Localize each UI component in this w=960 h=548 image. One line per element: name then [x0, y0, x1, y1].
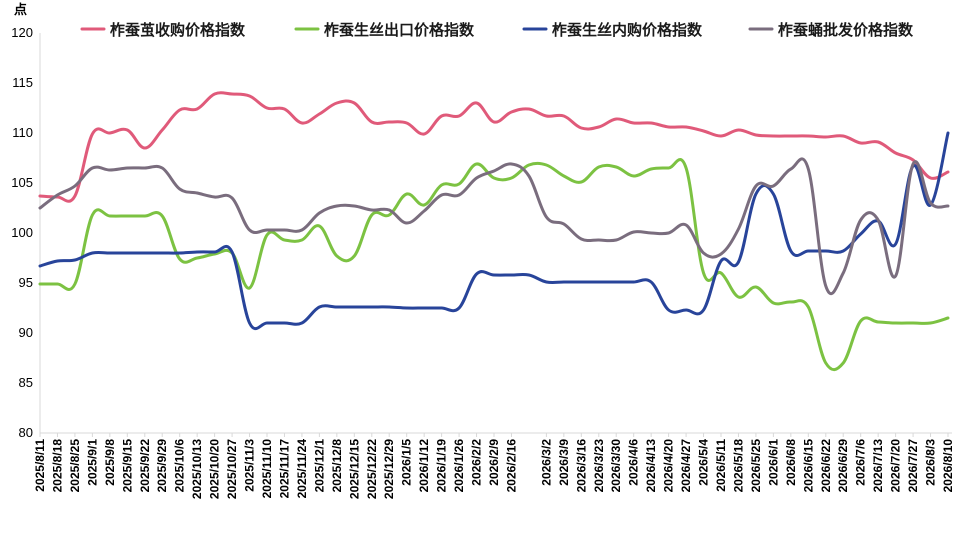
x-tick-label: 2026/1/12 — [417, 439, 431, 493]
x-tick-label: 2026/4/13 — [644, 439, 658, 493]
x-tick-label: 2026/1/19 — [435, 439, 449, 493]
x-tick-label: 2025/10/20 — [208, 439, 222, 499]
y-tick-label: 120 — [11, 25, 33, 40]
x-tick-label: 2026/5/25 — [749, 439, 763, 493]
x-tick-label: 2026/8/3 — [924, 439, 938, 486]
series-lines — [38, 91, 950, 372]
x-tick-label: 2026/2/9 — [487, 439, 501, 486]
x-tick-label: 2026/3/30 — [609, 439, 623, 493]
x-tick-label: 2025/11/17 — [277, 439, 291, 499]
x-tick-label: 2025/9/8 — [103, 439, 117, 486]
x-tick-label: 2026/5/4 — [697, 439, 711, 486]
x-tick-label: 2026/3/23 — [592, 439, 606, 493]
legend-label: 柞蚕生丝内购价格指数 — [552, 21, 703, 39]
x-tick-label: 2026/8/10 — [941, 439, 955, 493]
legend-label: 柞蚕蛹批发价格指数 — [778, 21, 914, 39]
x-tick-label: 2025/12/29 — [382, 439, 396, 499]
x-tick-label: 2025/10/6 — [173, 439, 187, 493]
y-tick-label: 110 — [12, 125, 33, 140]
x-tick-label: 2025/11/3 — [243, 439, 257, 492]
legend-label: 柞蚕生丝出口价格指数 — [324, 21, 475, 39]
x-tick-label: 2025/9/22 — [138, 439, 152, 493]
x-tick-label: 2026/6/22 — [819, 439, 833, 493]
x-tick-label: 2025/12/1 — [312, 439, 326, 493]
y-tick-label: 95 — [19, 275, 33, 290]
x-tick-label: 2026/1/5 — [400, 439, 414, 486]
x-tick-label: 2025/11/24 — [295, 439, 309, 499]
x-tick-label: 2025/12/8 — [330, 439, 344, 493]
y-tick-label: 80 — [19, 425, 33, 440]
x-tick-label: 2025/8/25 — [68, 439, 82, 493]
x-tick-label: 2026/4/20 — [662, 439, 676, 493]
x-tick-label: 2026/3/9 — [557, 439, 571, 486]
x-tick-label: 2025/10/27 — [225, 439, 239, 499]
x-tick-label: 2026/4/6 — [627, 439, 641, 486]
x-tick-label: 2026/6/15 — [801, 439, 815, 493]
x-tick-label: 2026/4/27 — [679, 439, 693, 493]
y-axis-unit-label: 点 — [14, 2, 27, 17]
x-tick-label: 2026/2/2 — [470, 439, 484, 486]
x-tick-label: 2026/6/1 — [766, 439, 780, 486]
x-tick-label: 2025/11/10 — [260, 439, 274, 499]
x-tick-label: 2025/8/11 — [33, 439, 47, 492]
x-tick-label: 2026/7/13 — [871, 439, 885, 493]
x-tick-label: 2025/9/1 — [85, 439, 99, 486]
x-tick-label: 2026/1/26 — [452, 439, 466, 493]
x-tick-label: 2025/12/22 — [365, 439, 379, 499]
y-tick-label: 100 — [11, 225, 33, 240]
x-tick-label: 2026/6/29 — [836, 439, 850, 493]
x-tick-label: 2026/7/27 — [906, 439, 920, 493]
y-tick-label: 90 — [19, 325, 33, 340]
x-tick-label: 2025/8/18 — [50, 439, 64, 493]
x-axis-ticks: 2025/8/11 2025/8/18 2025/8/25 2025/9/1 2025/… — [33, 433, 955, 499]
x-tick-label: 2025/9/15 — [120, 439, 134, 493]
series-line-raw-silk-domestic — [38, 131, 950, 331]
y-axis-ticks: 80 85 90 95 100 105 110 115 120 — [11, 25, 33, 440]
series-line-cocoon-purchase — [38, 91, 950, 203]
x-tick-label: 2026/3/2 — [539, 439, 553, 486]
x-tick-label: 2026/3/16 — [574, 439, 588, 493]
x-tick-label: 2026/2/16 — [504, 439, 518, 493]
x-tick-label: 2026/7/6 — [854, 439, 868, 486]
x-tick-label: 2025/9/29 — [155, 439, 169, 493]
x-tick-label: 2025/12/15 — [347, 439, 361, 499]
x-tick-label: 2026/6/8 — [784, 439, 798, 486]
x-tick-label: 2026/5/11 — [714, 439, 728, 492]
x-tick-label: 2026/7/20 — [889, 439, 903, 493]
legend-label: 柞蚕茧收购价格指数 — [110, 21, 246, 39]
y-tick-label: 115 — [12, 75, 33, 90]
y-tick-label: 85 — [19, 375, 33, 390]
legend: 柞蚕茧收购价格指数 柞蚕生丝出口价格指数 柞蚕生丝内购价格指数 柞蚕蛹批发价格指数 — [80, 21, 914, 39]
y-tick-label: 105 — [11, 175, 33, 190]
x-tick-label: 2025/10/13 — [190, 439, 204, 499]
x-tick-label: 2026/5/18 — [731, 439, 745, 493]
series-line-raw-silk-export — [38, 158, 950, 372]
series-line-pupa-wholesale — [38, 157, 950, 296]
